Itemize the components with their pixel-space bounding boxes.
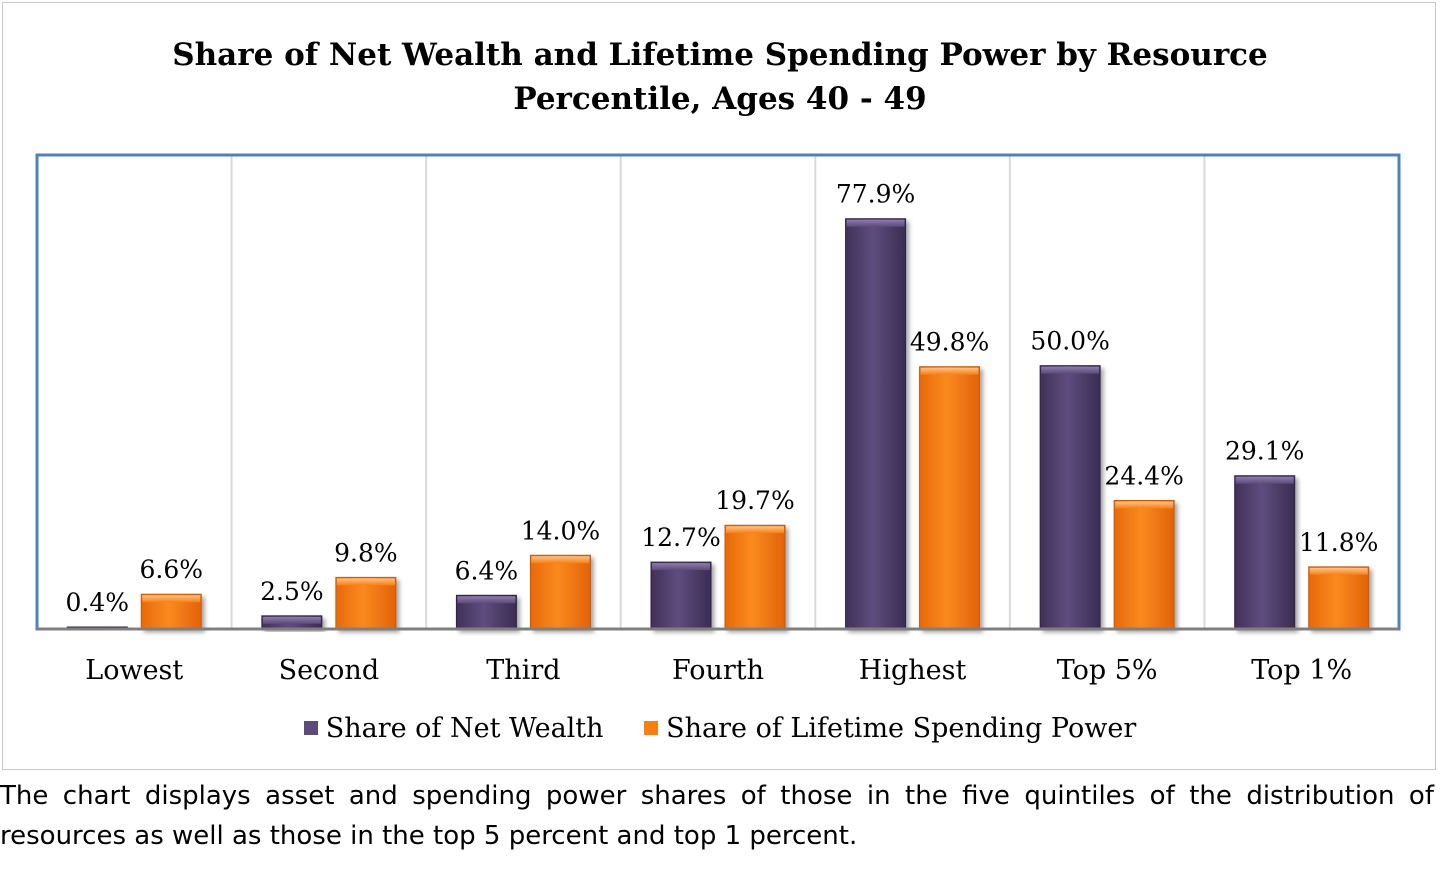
data-label-share-of-net-wealth-lowest: 0.4%: [66, 588, 130, 617]
bar-share-of-lifetime-spending-power-second: [335, 576, 397, 630]
data-label-share-of-lifetime-spending-power-fourth: 19.7%: [715, 486, 794, 515]
bar-bevel-share-of-lifetime-spending-power-second: [336, 578, 395, 586]
chart-legend: Share of Net Wealth Share of Lifetime Sp…: [3, 713, 1437, 744]
bar-bevel-share-of-lifetime-spending-power-highest: [920, 367, 979, 375]
data-label-share-of-lifetime-spending-power-top-5: 24.4%: [1104, 461, 1183, 490]
bar-bevel-share-of-lifetime-spending-power-third: [531, 556, 590, 564]
bar-bevel-share-of-net-wealth-second: [262, 616, 321, 624]
x-tick-label-third: Third: [486, 655, 560, 686]
legend-swatch-net-wealth: [303, 721, 318, 735]
bar-bevel-share-of-lifetime-spending-power-fourth: [726, 526, 784, 534]
bar-bevel-share-of-lifetime-spending-power-top-5: [1115, 501, 1174, 509]
plot-background: [37, 155, 1399, 629]
data-label-share-of-lifetime-spending-power-second: 9.8%: [334, 538, 398, 567]
bar-bevel-share-of-net-wealth-highest: [846, 219, 905, 227]
bar-bevel-share-of-net-wealth-top-1: [1235, 476, 1294, 484]
chart-caption: The chart displays asset and spending po…: [0, 781, 1434, 851]
plot-area: 0.4% 6.6% Lowest 2.5% 9.8% Second 6.4%14.0% Thi…: [35, 153, 1401, 686]
data-label-share-of-lifetime-spending-power-lowest: 6.6%: [140, 555, 204, 584]
bar-share-of-net-wealth-top-1: [1234, 475, 1296, 630]
legend-label-spending-power: Share of Lifetime Spending Power: [666, 713, 1137, 744]
data-label-share-of-net-wealth-top-5: 50.0%: [1030, 327, 1109, 356]
bar-bevel-share-of-lifetime-spending-power-lowest: [142, 595, 201, 603]
data-label-share-of-net-wealth-top-1: 29.1%: [1225, 437, 1304, 466]
x-tick-label-top-1: Top 1%: [1251, 655, 1352, 686]
bar-share-of-net-wealth-top-5: [1039, 365, 1101, 630]
bar-share-of-lifetime-spending-power-highest: [919, 366, 981, 630]
bar-share-of-lifetime-spending-power-top-1: [1308, 566, 1370, 630]
data-label-share-of-net-wealth-third: 6.4%: [455, 556, 519, 585]
chart-title: Share of Net Wealth and Lifetime Spendin…: [3, 33, 1437, 121]
legend-item-net-wealth: Share of Net Wealth: [303, 713, 604, 744]
bar-bevel-share-of-net-wealth-top-5: [1041, 366, 1100, 374]
legend-item-spending-power: Share of Lifetime Spending Power: [644, 713, 1136, 744]
bar-share-of-lifetime-spending-power-top-5: [1113, 499, 1175, 630]
legend-label-net-wealth: Share of Net Wealth: [325, 713, 604, 744]
bar-chart: 0.4% 6.6% Lowest 2.5% 9.8% Second 6.4%14.0% Thi…: [35, 153, 1401, 686]
bar-bevel-share-of-net-wealth-fourth: [652, 563, 710, 571]
x-tick-label-lowest: Lowest: [85, 655, 183, 686]
data-label-share-of-net-wealth-highest: 77.9%: [836, 180, 915, 209]
bar-share-of-net-wealth-fourth: [650, 561, 712, 630]
chart-title-line-2: Percentile, Ages 40 - 49: [513, 81, 927, 117]
x-tick-label-fourth: Fourth: [672, 655, 764, 686]
bar-bevel-share-of-net-wealth-third: [457, 596, 516, 604]
data-label-share-of-lifetime-spending-power-top-1: 11.8%: [1299, 528, 1378, 557]
bar-share-of-net-wealth-highest: [845, 218, 907, 630]
x-tick-label-top-5: Top 5%: [1057, 655, 1158, 686]
bar-share-of-lifetime-spending-power-third: [529, 554, 591, 630]
bar-share-of-lifetime-spending-power-fourth: [724, 524, 786, 630]
bar-bevel-share-of-lifetime-spending-power-top-1: [1309, 567, 1368, 575]
chart-container: Share of Net Wealth and Lifetime Spendin…: [2, 2, 1436, 770]
chart-title-line-1: Share of Net Wealth and Lifetime Spendin…: [172, 37, 1268, 73]
x-tick-label-highest: Highest: [859, 655, 967, 686]
data-label-share-of-net-wealth-fourth: 12.7%: [641, 523, 720, 552]
data-label-share-of-net-wealth-second: 2.5%: [260, 577, 324, 606]
x-tick-label-second: Second: [279, 655, 380, 686]
data-label-share-of-lifetime-spending-power-highest: 49.8%: [910, 328, 989, 357]
data-label-share-of-lifetime-spending-power-third: 14.0%: [521, 516, 600, 545]
legend-swatch-spending-power: [644, 721, 659, 735]
